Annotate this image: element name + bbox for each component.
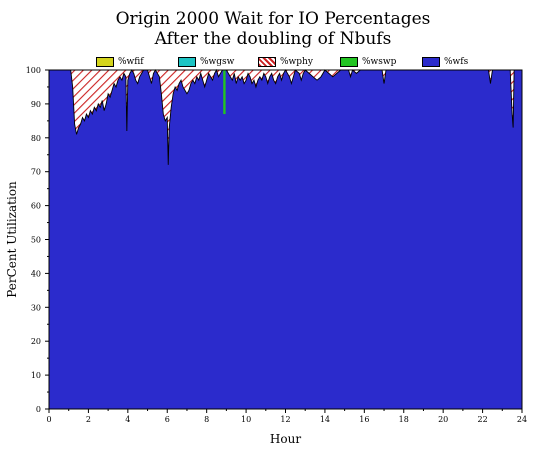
legend-swatch [340, 57, 358, 67]
x-tick-label: 0 [46, 415, 51, 424]
y-tick-label: 20 [31, 337, 41, 346]
x-tick-label: 20 [438, 415, 448, 424]
y-tick-label: 0 [36, 405, 41, 414]
x-tick-label: 2 [86, 415, 91, 424]
chart-legend: %wfif %wgsw %wphy %wswp %wfs [0, 56, 546, 70]
y-tick-label: 30 [31, 303, 41, 312]
x-tick-label: 22 [477, 415, 487, 424]
x-tick-label: 14 [320, 415, 330, 424]
legend-label: %wfif [118, 57, 144, 67]
y-tick-label: 70 [31, 168, 41, 177]
legend-item: %wgsw [178, 56, 234, 68]
x-axis-title: Hour [270, 432, 301, 446]
legend-label: %wswp [362, 57, 397, 67]
series-wfs-outline [49, 68, 522, 165]
legend-label: %wfs [444, 57, 469, 67]
legend-swatch [422, 57, 440, 67]
y-tick-label: 100 [26, 66, 41, 75]
x-tick-label: 12 [280, 415, 290, 424]
legend-swatch [178, 57, 196, 67]
legend-item: %wfif [96, 56, 144, 68]
legend-item: %wfs [422, 56, 468, 68]
x-tick-label: 10 [241, 415, 251, 424]
y-axis-title: PerCent Utilization [5, 181, 19, 298]
legend-swatch [96, 57, 114, 67]
x-tick-label: 18 [399, 415, 409, 424]
series-wswp-spike [223, 70, 226, 115]
legend-item: %wswp [340, 56, 396, 68]
y-tick-label: 10 [31, 371, 41, 380]
chart-subtitle: After the doubling of Nbufs [154, 29, 392, 49]
x-tick-label: 6 [165, 415, 170, 424]
x-tick-label: 8 [204, 415, 209, 424]
y-tick-label: 90 [31, 100, 41, 109]
legend-label: %wphy [280, 57, 313, 67]
y-tick-label: 40 [31, 269, 41, 278]
y-tick-label: 50 [31, 236, 41, 245]
x-tick-label: 4 [125, 415, 130, 424]
x-tick-label: 24 [517, 415, 527, 424]
chart-title: Origin 2000 Wait for IO Percentages [115, 9, 431, 29]
legend-swatch [258, 57, 276, 67]
y-tick-label: 80 [31, 134, 41, 143]
y-tick-label: 60 [31, 202, 41, 211]
x-tick-label: 16 [359, 415, 369, 424]
legend-item: %wphy [258, 56, 313, 68]
legend-label: %wgsw [200, 57, 235, 67]
series-wfs-area [49, 70, 522, 409]
